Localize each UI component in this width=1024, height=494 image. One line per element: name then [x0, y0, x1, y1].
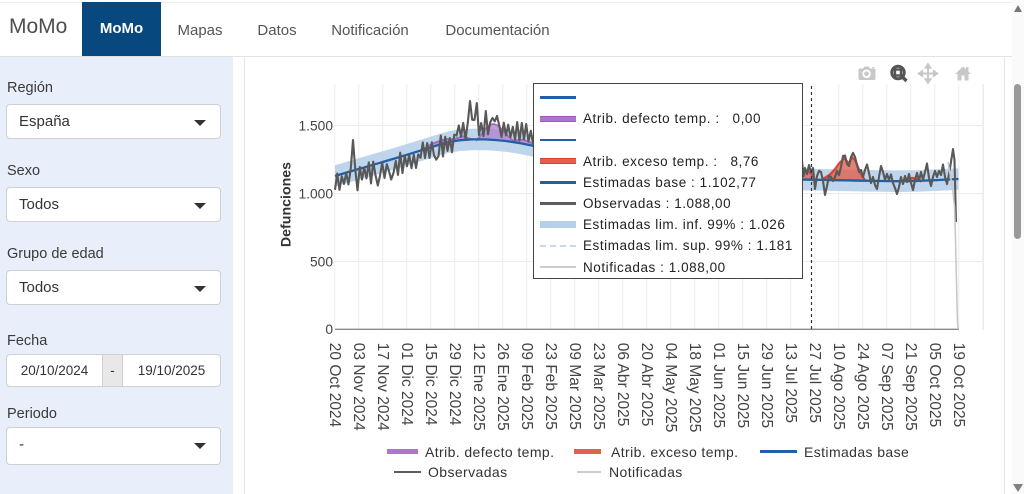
svg-text:01 Dic 2024: 01 Dic 2024	[398, 343, 415, 426]
svg-text:01 Jun 2025: 01 Jun 2025	[710, 343, 727, 428]
svg-text:07 Sep 2025: 07 Sep 2025	[878, 343, 895, 431]
svg-text:21 Sep 2025: 21 Sep 2025	[902, 343, 919, 431]
svg-text:1.000: 1.000	[298, 186, 333, 201]
svg-text:29 Jun 2025: 29 Jun 2025	[758, 343, 775, 428]
svg-text:10 Ago 2025: 10 Ago 2025	[830, 343, 847, 430]
svg-text:23 Mar 2025: 23 Mar 2025	[590, 343, 607, 430]
svg-text:18 May 2025: 18 May 2025	[686, 343, 703, 433]
svg-text:29 Dic 2024: 29 Dic 2024	[446, 343, 463, 426]
svg-text:05 Oct 2025: 05 Oct 2025	[926, 343, 943, 427]
svg-text:500: 500	[310, 254, 333, 269]
svg-text:15 Jun 2025: 15 Jun 2025	[734, 343, 751, 428]
svg-text:09 Mar 2025: 09 Mar 2025	[566, 343, 583, 430]
svg-text:03 Nov 2024: 03 Nov 2024	[350, 343, 367, 431]
svg-text:0: 0	[325, 322, 333, 337]
svg-text:19 Oct 2025: 19 Oct 2025	[950, 343, 967, 427]
svg-text:1.500: 1.500	[298, 118, 333, 133]
svg-text:13 Jul 2025: 13 Jul 2025	[782, 343, 799, 423]
svg-text:09 Feb 2025: 09 Feb 2025	[518, 343, 535, 430]
svg-text:27 Jul 2025: 27 Jul 2025	[806, 343, 823, 423]
svg-text:26 Ene 2025: 26 Ene 2025	[494, 343, 511, 431]
svg-text:24 Ago 2025: 24 Ago 2025	[854, 343, 871, 430]
svg-text:20 Oct 2024: 20 Oct 2024	[326, 343, 343, 428]
svg-text:Defunciones: Defunciones	[279, 162, 295, 247]
svg-text:06 Abr 2025: 06 Abr 2025	[614, 343, 631, 427]
svg-text:04 May 2025: 04 May 2025	[662, 343, 679, 433]
svg-text:23 Feb 2025: 23 Feb 2025	[542, 343, 559, 430]
svg-text:15 Dic 2024: 15 Dic 2024	[422, 343, 439, 426]
svg-text:20 Abr 2025: 20 Abr 2025	[638, 343, 655, 427]
svg-text:12 Ene 2025: 12 Ene 2025	[470, 343, 487, 431]
svg-text:17 Nov 2024: 17 Nov 2024	[374, 343, 391, 431]
